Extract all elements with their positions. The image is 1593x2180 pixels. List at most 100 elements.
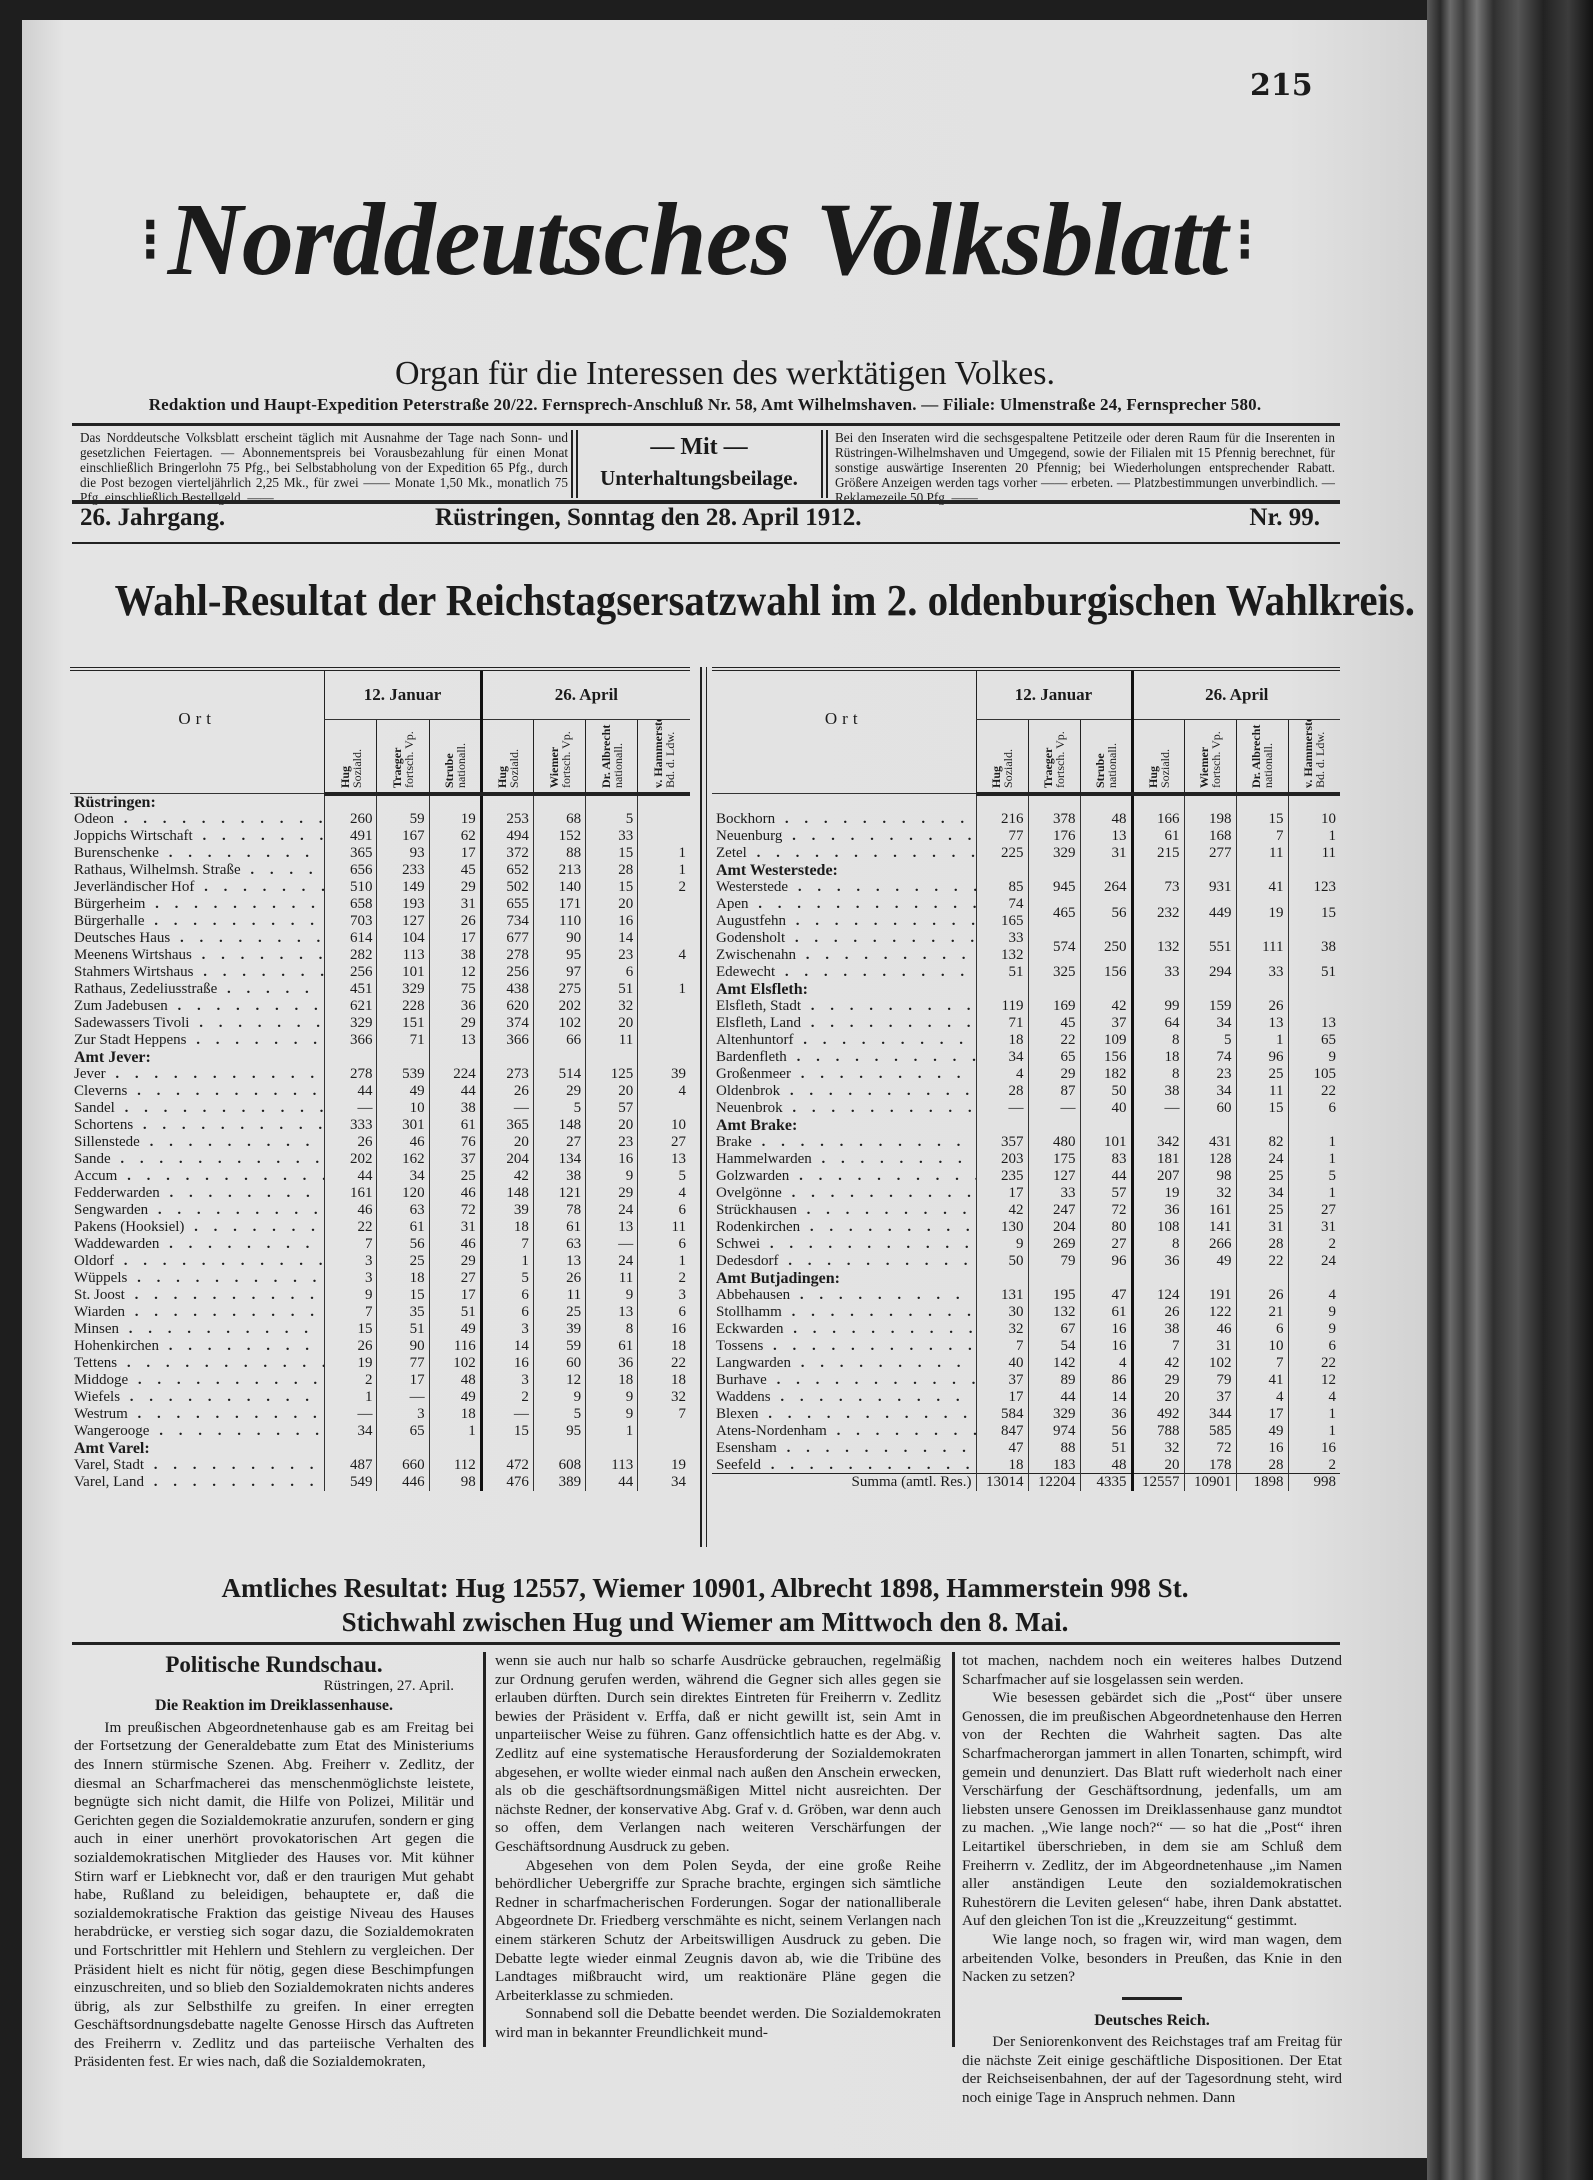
section-heading: Amt Butjadingen: (716, 1269, 841, 1287)
candidate-party: Bd. d. Ldw. (1313, 731, 1328, 788)
table-row: Hohenkirchen269011614596118 (70, 1337, 690, 1355)
vote-count: 49 (428, 1388, 482, 1406)
masthead: ⁝ Norddeutsches Volksblatt ⁝ (60, 140, 1335, 340)
vote-count: 608 (532, 1456, 586, 1474)
vote-count: 44 (324, 1082, 377, 1100)
table-row: Wüppels31827526112 (70, 1269, 690, 1287)
vote-count: 37 (975, 1371, 1028, 1389)
vote-count: 4 (1079, 1354, 1132, 1372)
vote-count: 16 (1079, 1320, 1132, 1338)
vote-count: 23 (1183, 1065, 1236, 1083)
candidate-header: Hug Soziald. (479, 719, 534, 796)
vote-count: 17 (428, 1286, 482, 1304)
vote-count: 35 (376, 1303, 430, 1321)
empty-cell (637, 1048, 690, 1066)
vote-count: 34 (376, 1167, 430, 1185)
vote-count: 25 (376, 1252, 430, 1270)
empty-cell (1130, 861, 1184, 879)
vote-count: 17 (975, 1184, 1028, 1202)
table-row: Waddewarden75646763—6 (70, 1235, 690, 1253)
total-count: 13014 (975, 1473, 1028, 1491)
vote-count: 204 (479, 1150, 534, 1168)
vote-count: 333 (324, 1116, 377, 1134)
vote-count (637, 1031, 690, 1049)
candidate-label: Hug Soziald. (989, 720, 1015, 788)
place-name: Waddens (712, 1389, 976, 1406)
vote-count: 13 (585, 1303, 638, 1321)
table-row: Edewecht51325156332943351 (712, 963, 1341, 981)
section-heading: Deutsches Reich. (1094, 2011, 1210, 2029)
vote-count: 329 (376, 980, 430, 998)
vote-count: 18 (975, 1456, 1028, 1474)
table-row: Meenens Wirtshaus2821133827895234 (70, 946, 690, 964)
vote-count: 18 (585, 1371, 638, 1389)
vote-count: 8 (1130, 1031, 1184, 1049)
vote-count: 13 (637, 1150, 690, 1168)
place-name: Meenens Wirtshaus (70, 947, 325, 964)
divider (72, 1642, 1340, 1645)
vote-count: 29 (428, 1014, 482, 1032)
table-row: Oldenbrok28875038341122 (712, 1082, 1341, 1100)
results-table-left: Ort 12. Januar 26. April Hug Soziald. Traeger… (70, 667, 690, 1491)
vote-count: 65 (376, 1422, 430, 1440)
vote-count: 16 (637, 1320, 690, 1338)
vote-count: 152 (532, 827, 586, 845)
vote-count: 366 (324, 1031, 377, 1049)
vote-count: 42 (1130, 1354, 1184, 1372)
vote-count: 42 (1079, 997, 1132, 1015)
table-row: Seefeld181834820178282 (712, 1456, 1341, 1474)
vote-count: 33 (585, 827, 638, 845)
vote-count: 101 (376, 963, 430, 981)
place-name: Wangerooge (70, 1423, 325, 1440)
vote-count: 13 (585, 1218, 638, 1236)
vote-count: 26 (532, 1269, 586, 1287)
table-row: Jever27853922427351412539 (70, 1065, 690, 1083)
total-count: 4335 (1079, 1473, 1132, 1491)
vote-count: 16 (1287, 1439, 1341, 1457)
table-row: Zum Jadebusen6212283662020232 (70, 997, 690, 1015)
vote-count: 476 (479, 1473, 534, 1491)
vote-count: 329 (1027, 1405, 1080, 1423)
candidate-label: Dr. Albrecht nationall. (1249, 720, 1275, 787)
vote-count: 7 (324, 1303, 377, 1321)
candidate-party: nationall. (610, 742, 625, 788)
place-name: Seefeld (712, 1457, 976, 1474)
table-row: Ovelgönne1733571932341 (712, 1184, 1341, 1202)
vote-count: 734 (479, 912, 534, 930)
place-name: Varel, Stadt (70, 1457, 325, 1474)
vote-count: 25 (1235, 1065, 1288, 1083)
vote-count: 16 (479, 1354, 534, 1372)
vote-count: 50 (1079, 1082, 1132, 1100)
vote-count: 2 (324, 1371, 377, 1389)
vote-count: 1 (637, 861, 690, 879)
divider (821, 430, 823, 498)
vote-count: 253 (479, 810, 534, 828)
vote-count: 301 (376, 1116, 430, 1134)
table-row: Oldorf32529113241 (70, 1252, 690, 1270)
vote-count: 1 (1287, 1133, 1341, 1151)
table-row: Großenmeer42918282325105 (712, 1065, 1341, 1083)
vote-count: 366 (479, 1031, 534, 1049)
candidate-header: Strube nationall. (1079, 719, 1132, 796)
vote-count: 29 (428, 1252, 482, 1270)
empty-cell (428, 1439, 482, 1457)
candidate-label: Traeger fortsch. Vp. (390, 720, 416, 788)
empty-cell (1130, 1269, 1184, 1287)
vote-count: 27 (1079, 1235, 1132, 1253)
vote-count: 232 (1130, 895, 1184, 930)
vote-count: 104 (376, 929, 430, 947)
table-row: Sadewassers Tivoli3291512937410220 (70, 1014, 690, 1032)
vote-count: 847 (975, 1422, 1028, 1440)
vote-count: — (585, 1235, 638, 1253)
vote-count: 4 (637, 946, 690, 964)
vote-count: 56 (376, 1235, 430, 1253)
place-name: Langwarden (712, 1355, 976, 1372)
vote-count: 15 (376, 1286, 430, 1304)
vote-count: 26 (1235, 1286, 1288, 1304)
vote-count: 1 (585, 1422, 638, 1440)
place-name: Elsfleth, Land (712, 1015, 976, 1032)
vote-count: 95 (532, 1422, 586, 1440)
table-row: Bürgerhalle7031272673411016 (70, 912, 690, 930)
table-row: Langwarden40142442102722 (712, 1354, 1341, 1372)
vote-count: 514 (532, 1065, 586, 1083)
